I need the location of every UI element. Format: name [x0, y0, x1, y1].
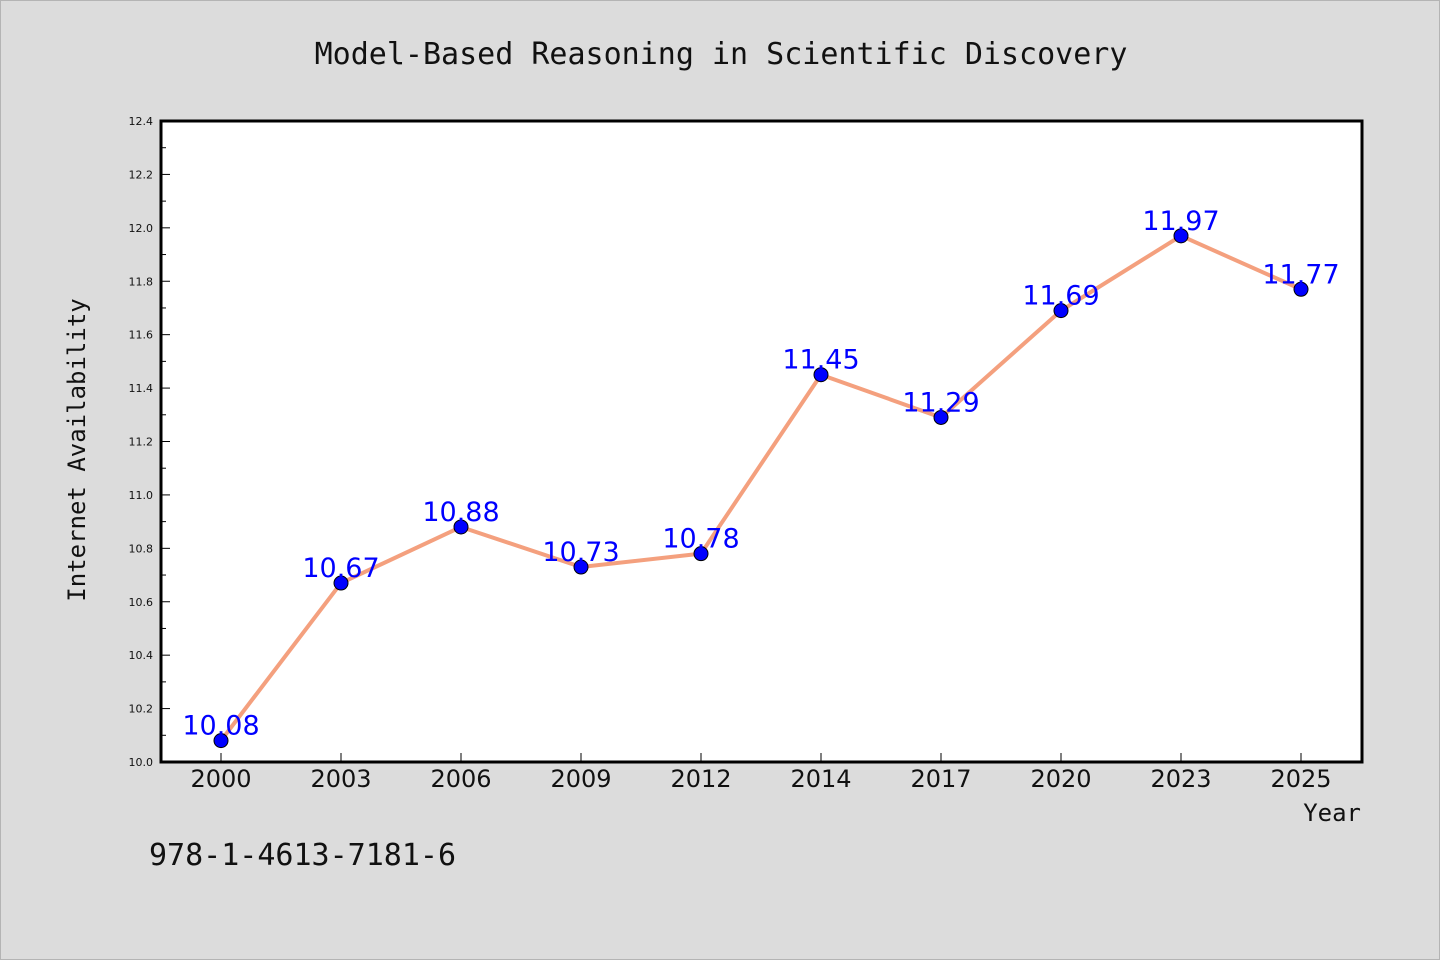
x-tick-label: 2020 — [1030, 765, 1091, 793]
series-layer: 10.08 10.67 10.88 10.73 10.78 11.45 11.29 11.69… — [182, 206, 1340, 749]
y-tick-label: 11.2 — [129, 436, 154, 449]
data-point — [453, 519, 469, 535]
data-label: 11.77 — [1262, 259, 1339, 290]
chart-title: Model-Based Reasoning in Scientific Disc… — [315, 37, 1128, 72]
series-line — [219, 233, 1302, 742]
x-tick-label: 2025 — [1270, 765, 1331, 793]
data-label: 11.29 — [902, 387, 979, 418]
y-tick-label: 10.8 — [129, 542, 154, 555]
y-tick-label: 12.2 — [129, 168, 154, 181]
data-label: 10.88 — [422, 497, 499, 528]
x-tick-label: 2017 — [910, 765, 971, 793]
y-tick-label: 12.4 — [129, 115, 154, 128]
x-tick-label: 2006 — [430, 765, 491, 793]
plot-area — [159, 119, 1364, 764]
data-point — [1173, 228, 1189, 244]
data-point — [693, 546, 709, 562]
y-axis-label: Internet Availability — [63, 298, 91, 601]
data-label: 11.69 — [1022, 281, 1099, 312]
data-point — [1053, 303, 1069, 319]
y-tick-label: 12.0 — [129, 222, 154, 235]
y-tick-label: 11.0 — [129, 489, 154, 502]
data-point — [213, 733, 229, 749]
data-point — [933, 409, 949, 425]
y-tick-label: 10.2 — [129, 703, 154, 716]
y-tick-label: 10.0 — [129, 756, 154, 769]
data-label: 11.45 — [782, 345, 859, 376]
isbn-text: 978-1-4613-7181-6 — [149, 838, 456, 873]
data-label: 10.78 — [662, 524, 739, 555]
y-tick-label: 10.4 — [129, 649, 154, 662]
data-point — [333, 575, 349, 591]
data-point — [573, 559, 589, 575]
y-tick-label: 11.6 — [129, 329, 154, 342]
x-tick-label: 2000 — [190, 765, 251, 793]
y-tick-label: 11.4 — [129, 382, 154, 395]
x-tick-label: 2003 — [310, 765, 371, 793]
x-tick-label: 2012 — [670, 765, 731, 793]
data-label: 10.67 — [302, 553, 379, 584]
data-label: 10.73 — [542, 537, 619, 568]
x-tick-label: 2009 — [550, 765, 611, 793]
x-tick-label: 2014 — [790, 765, 851, 793]
x-axis-label: Year — [1303, 799, 1361, 827]
data-point — [813, 367, 829, 383]
y-tick-label: 11.8 — [129, 275, 154, 288]
data-label: 10.08 — [182, 711, 259, 742]
y-tick-label: 10.6 — [129, 596, 154, 609]
x-axis-ticks: 2000 2003 2006 2009 2012 2014 2017 2020 2023 2025 — [190, 753, 1332, 793]
x-tick-label: 2023 — [1150, 765, 1211, 793]
data-point — [1293, 281, 1309, 297]
data-label: 11.97 — [1142, 206, 1219, 237]
y-axis-ticks: 10.0 10.2 10.4 10.6 10.8 11.0 11.2 11.4 11.6 11.8… — [129, 115, 170, 769]
